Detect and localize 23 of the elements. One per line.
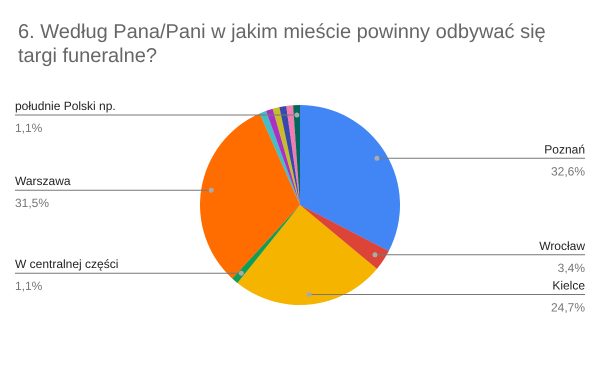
pie-slice [300, 105, 400, 252]
data-label: 1,1% [15, 121, 43, 136]
chart-title: 6. Według Pana/Pani w jakim mieście powinny odbywać się targi funeralne? [18, 21, 546, 67]
pie-slice [260, 110, 300, 205]
pie-slice [286, 105, 300, 205]
slice-label: Warszawa [15, 174, 71, 188]
slice-label: Kielce [552, 278, 586, 293]
pie-slice [300, 205, 389, 269]
slice-label: Wrocław [539, 238, 586, 253]
pie-slice [200, 113, 300, 278]
slice-label: południe Polski np. [15, 99, 116, 114]
data-label: 31,5% [15, 196, 50, 210]
pie-slice [237, 205, 377, 305]
pie-slice [279, 106, 300, 205]
data-label: 1,1% [15, 279, 43, 294]
data-label: 3,4% [558, 260, 586, 275]
data-label: 32,6% [550, 164, 586, 178]
pie-slice [272, 107, 300, 205]
pie-slice [266, 108, 300, 205]
data-label: 24,7% [550, 300, 586, 315]
slice-label: Poznań [544, 142, 585, 156]
pie-slice [232, 205, 300, 283]
slice-label: W centralnej części [15, 257, 118, 272]
